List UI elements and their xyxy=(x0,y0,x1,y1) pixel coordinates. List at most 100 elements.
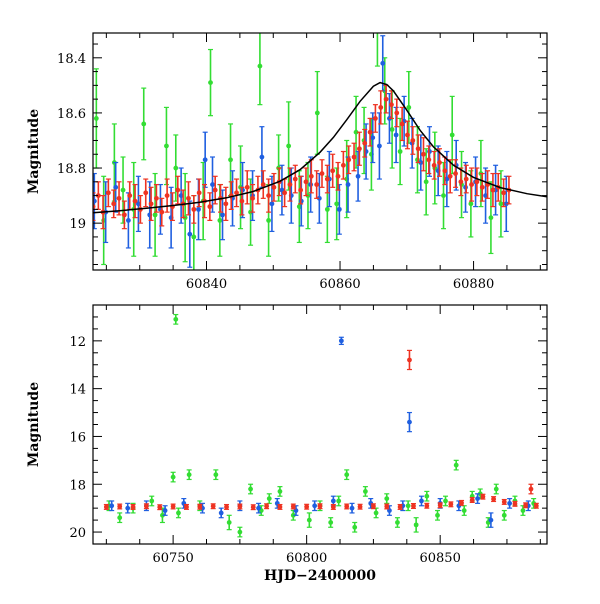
data-point xyxy=(523,502,529,508)
data-point xyxy=(157,504,163,510)
data-point xyxy=(312,503,318,509)
data-point xyxy=(371,503,376,509)
data-point xyxy=(105,190,111,196)
data-point xyxy=(383,96,389,102)
data-point xyxy=(292,176,298,182)
data-point xyxy=(469,497,475,503)
bottom-panel: 60750 60800 60850 12 14 16 18 20 Magnitude HJD−… xyxy=(26,304,548,584)
data-point xyxy=(437,160,442,165)
data-point xyxy=(330,498,336,504)
data-point xyxy=(357,504,363,510)
data-point xyxy=(394,110,400,116)
data-point xyxy=(259,154,265,160)
data-point xyxy=(178,193,184,198)
data-point xyxy=(197,504,203,510)
data-point xyxy=(196,206,201,212)
data-point xyxy=(501,190,507,196)
data-point xyxy=(319,171,325,176)
data-point xyxy=(415,146,421,152)
series-0 xyxy=(106,313,537,538)
data-point xyxy=(314,182,320,187)
data-point xyxy=(458,179,464,185)
data-point xyxy=(173,165,179,171)
data-point xyxy=(380,60,386,66)
data-point xyxy=(111,201,117,207)
data-point xyxy=(170,504,176,509)
data-point xyxy=(207,204,213,210)
bottom-y-axis-label: Magnitude xyxy=(26,382,42,467)
data-point xyxy=(191,234,197,240)
data-point xyxy=(421,151,426,157)
data-point xyxy=(250,195,255,201)
data-point xyxy=(463,176,469,182)
data-point xyxy=(218,510,224,516)
data-point xyxy=(316,195,322,201)
data-point xyxy=(338,338,344,344)
data-point xyxy=(424,493,430,499)
data-point xyxy=(424,503,430,509)
data-point xyxy=(389,127,395,132)
data-point xyxy=(426,157,432,163)
data-point xyxy=(248,486,253,492)
data-point xyxy=(453,462,459,468)
data-point xyxy=(164,143,169,149)
data-point xyxy=(117,504,123,509)
data-point xyxy=(186,472,192,478)
data-point xyxy=(286,143,292,149)
data-point xyxy=(370,135,376,141)
data-point xyxy=(220,212,225,218)
data-point xyxy=(335,173,341,179)
x-tick-label: 60860 xyxy=(319,277,360,292)
x-tick-label: 60840 xyxy=(186,277,227,292)
data-point xyxy=(397,504,403,510)
x-tick-label: 60880 xyxy=(453,277,494,292)
series-1 xyxy=(109,336,531,528)
data-point xyxy=(488,517,494,523)
data-point xyxy=(431,162,437,168)
data-point xyxy=(170,474,176,480)
data-point xyxy=(162,508,168,513)
data-point xyxy=(453,171,458,176)
top-axis-ticks: 60840 60860 60880 18.4 18.6 18.8 19 xyxy=(57,33,547,292)
data-point xyxy=(260,182,266,187)
data-point xyxy=(202,157,208,163)
data-point xyxy=(389,102,394,108)
data-point xyxy=(175,187,181,193)
data-point xyxy=(355,173,361,179)
data-point xyxy=(362,140,368,146)
data-point xyxy=(244,184,250,190)
data-point xyxy=(266,496,272,501)
data-point xyxy=(447,173,453,179)
data-point xyxy=(480,494,486,500)
data-point xyxy=(130,504,136,510)
data-point xyxy=(228,157,233,163)
data-point xyxy=(483,193,488,198)
data-point xyxy=(277,504,283,510)
data-point xyxy=(475,496,480,501)
data-point xyxy=(93,198,97,204)
data-point xyxy=(493,486,499,492)
data-point xyxy=(344,504,350,509)
data-point xyxy=(148,201,154,207)
data-point xyxy=(501,512,507,518)
data-point xyxy=(237,529,243,535)
data-point xyxy=(375,22,380,27)
data-point xyxy=(397,149,403,154)
data-point xyxy=(491,496,496,502)
data-point xyxy=(266,193,271,198)
data-point xyxy=(121,212,127,218)
data-point xyxy=(287,182,293,187)
data-point xyxy=(501,499,507,505)
data-point xyxy=(330,504,336,510)
data-point xyxy=(176,510,181,516)
data-point xyxy=(378,105,384,110)
data-point xyxy=(444,176,450,182)
data-point xyxy=(120,187,126,193)
data-point xyxy=(103,504,109,510)
y-tick-label: 18.6 xyxy=(57,107,86,122)
data-point xyxy=(367,129,373,135)
data-point xyxy=(330,168,336,174)
y-tick-label: 18.8 xyxy=(57,162,86,177)
